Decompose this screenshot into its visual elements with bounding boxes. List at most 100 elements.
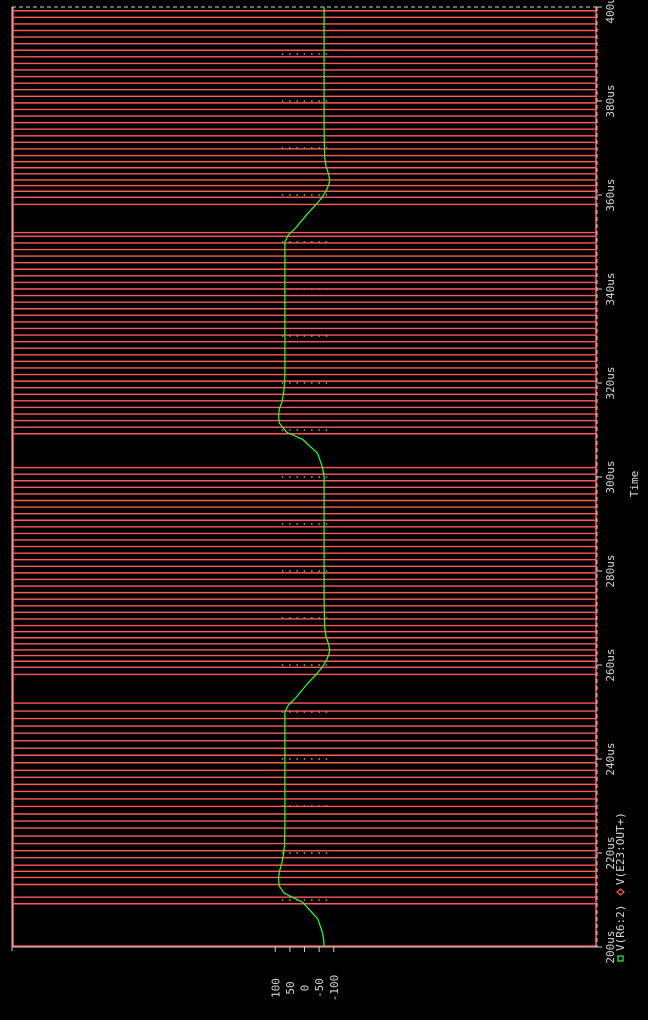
grid-dot — [288, 53, 291, 55]
x-tick-label: 260us — [604, 648, 617, 681]
x-tick-label: 220us — [604, 836, 617, 869]
grid-dot — [303, 476, 306, 478]
grid-dot — [325, 758, 328, 760]
grid-dot — [281, 429, 284, 431]
x-axis-label: Time — [628, 471, 641, 498]
series-v-e23-out — [12, 7, 597, 947]
grid-dot — [296, 570, 299, 572]
grid-dot — [281, 382, 284, 384]
grid-dot — [303, 523, 306, 525]
x-tick-label: 200us — [604, 930, 617, 963]
x-tick-label: 300us — [604, 460, 617, 493]
grid-dot — [288, 523, 291, 525]
x-tick-label: 340us — [604, 272, 617, 305]
grid-dot — [303, 194, 306, 196]
grid-dot — [318, 899, 321, 901]
grid-dot — [281, 523, 284, 525]
grid-dot — [310, 194, 313, 196]
grid-dot — [281, 194, 284, 196]
x-tick-label: 320us — [604, 366, 617, 399]
grid-dot — [318, 429, 321, 431]
grid-dot — [318, 758, 321, 760]
grid-dot — [325, 523, 328, 525]
grid-dot — [325, 194, 328, 196]
legend-label-v-e23-out: V(E23:OUT+) — [614, 812, 627, 885]
grid-dot — [303, 100, 306, 102]
grid-dot — [318, 194, 321, 196]
x-tick-label: 240us — [604, 742, 617, 775]
grid-dot — [303, 758, 306, 760]
y-tick-label: -100 — [328, 975, 341, 1002]
grid-dot — [288, 570, 291, 572]
grid-dot — [325, 382, 328, 384]
series-v-r6-2 — [277, 7, 331, 948]
x-tick-label: 360us — [604, 178, 617, 211]
y-tick-label: -50 — [313, 978, 326, 998]
legend-marker-v-e23-out — [616, 888, 625, 896]
grid-dot — [310, 899, 313, 901]
y-tick-label: 0 — [299, 985, 312, 992]
grid-dot — [281, 570, 284, 572]
x-tick-label: 380us — [604, 84, 617, 117]
grid-dot — [310, 570, 313, 572]
grid-dot — [288, 429, 291, 431]
grid-dot — [281, 758, 284, 760]
grid-dot — [303, 852, 306, 854]
grid-dot — [325, 899, 328, 901]
grid-dot — [318, 476, 321, 478]
y-tick-label: 100 — [269, 978, 282, 998]
series-line-v-r6-2 — [277, 7, 331, 948]
grid-dot — [318, 382, 321, 384]
grid-dot — [303, 53, 306, 55]
grid-dot — [325, 53, 328, 55]
grid-dot — [281, 476, 284, 478]
grid-dot — [288, 758, 291, 760]
grid-dot — [288, 476, 291, 478]
grid-dot — [310, 100, 313, 102]
grid-dot — [296, 53, 299, 55]
y-tick-labels: 100 50 0 -50 -100 — [269, 947, 341, 1001]
grid-dot — [325, 429, 328, 431]
grid-dot — [318, 664, 321, 666]
grid-dot — [288, 100, 291, 102]
grid-dot — [310, 664, 313, 666]
grid-dot — [288, 664, 291, 666]
grid-dot — [296, 852, 299, 854]
grid-dot — [310, 476, 313, 478]
grid-dot — [288, 899, 291, 901]
grid-dot — [318, 100, 321, 102]
grid-dot — [325, 852, 328, 854]
x-tick-label: 280us — [604, 554, 617, 587]
grid-dot — [288, 194, 291, 196]
grid-dot — [325, 100, 328, 102]
grid-dot — [310, 53, 313, 55]
grid-dot — [318, 852, 321, 854]
grid-dot — [296, 194, 299, 196]
grid-dot — [296, 476, 299, 478]
grid-dot — [303, 570, 306, 572]
grid-dot — [296, 429, 299, 431]
legend-marker-v-r6-2 — [617, 955, 624, 962]
grid-dot — [310, 758, 313, 760]
grid-dot — [310, 523, 313, 525]
grid-dot — [303, 382, 306, 384]
grid-dot — [325, 664, 328, 666]
grid-dot — [325, 476, 328, 478]
grid-dot — [281, 100, 284, 102]
grid-dot — [281, 899, 284, 901]
grid-dot — [310, 429, 313, 431]
grid-dot — [303, 664, 306, 666]
grid-dot — [296, 100, 299, 102]
grid-dot — [325, 570, 328, 572]
y-tick-label: 50 — [284, 981, 297, 994]
grid-dot — [303, 899, 306, 901]
grid-dot — [318, 570, 321, 572]
grid-dot — [288, 382, 291, 384]
grid-dot — [281, 664, 284, 666]
grid-dot — [310, 852, 313, 854]
grid-dot — [310, 382, 313, 384]
legend-label-v-r6-2: V(R6:2) — [614, 905, 627, 951]
grid-dot — [318, 53, 321, 55]
grid-dot — [296, 523, 299, 525]
